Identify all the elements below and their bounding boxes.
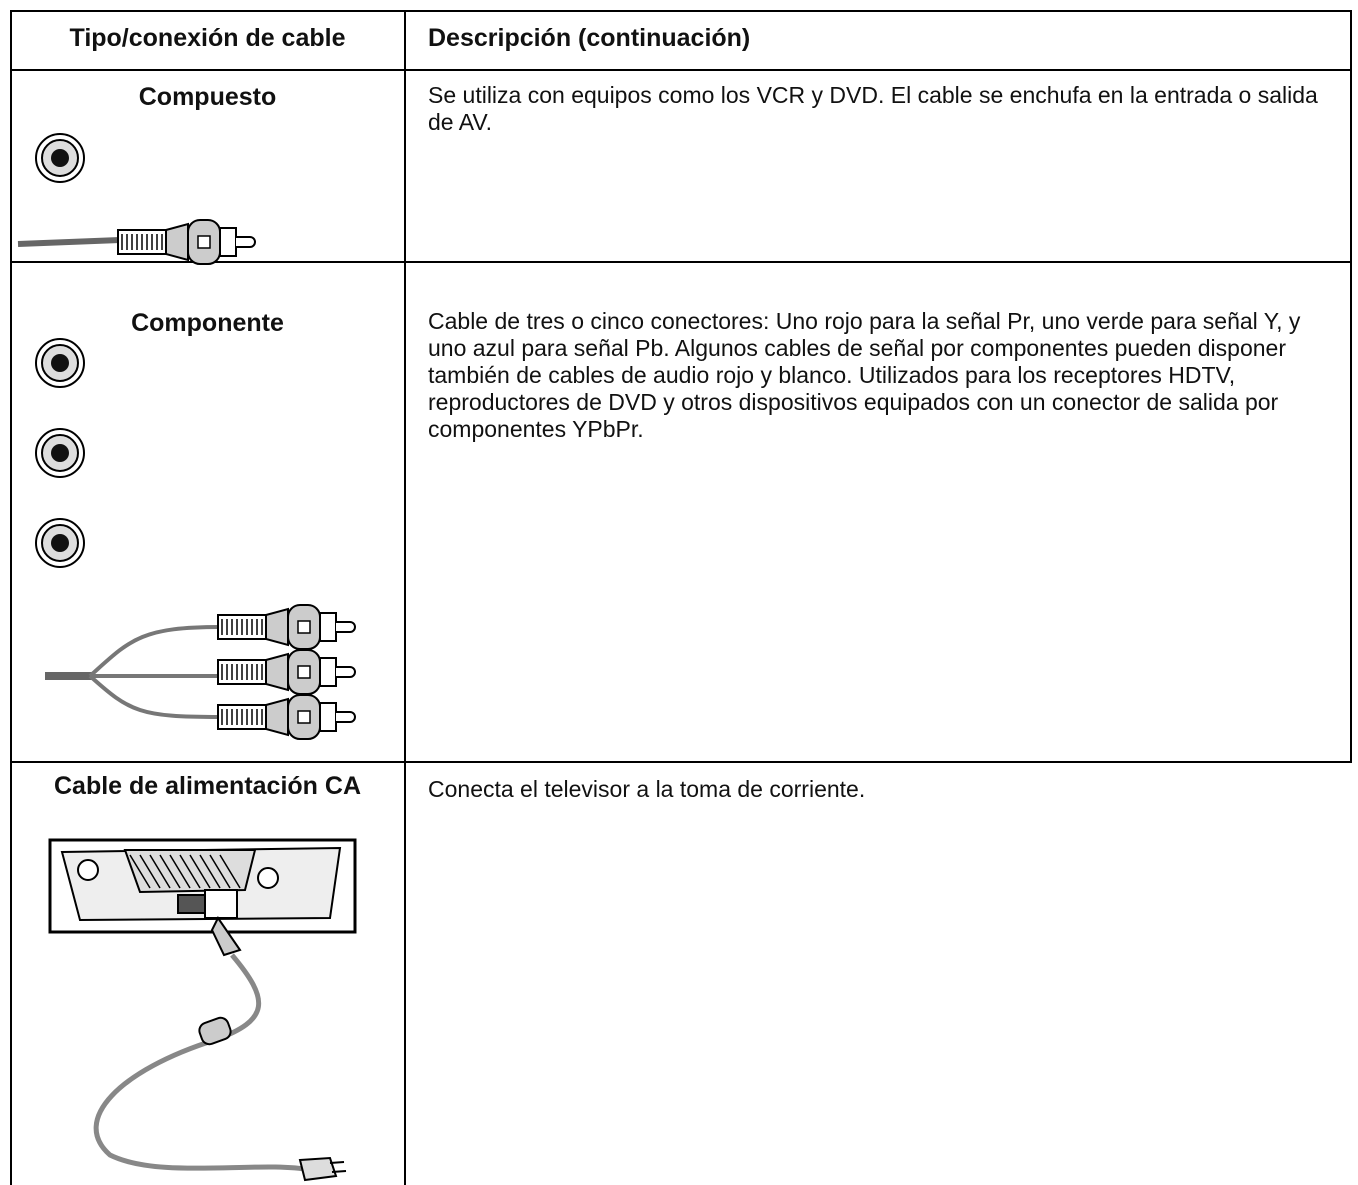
table-border — [1350, 10, 1352, 763]
component-illustration — [35, 338, 356, 740]
power-cable-illustration — [48, 838, 357, 1182]
cable-type: Compuesto — [138, 83, 277, 111]
cable-description: Cable de tres o cinco conectores: Uno ro… — [428, 308, 1301, 442]
table-border — [10, 10, 12, 1185]
composite-illustration — [17, 133, 256, 265]
cable-description: Conecta el televisor a la toma de corrie… — [428, 776, 866, 802]
row-divider — [10, 261, 1352, 263]
row-divider — [10, 69, 1352, 71]
row-divider — [10, 761, 1352, 763]
cable-description: Se utiliza con equipos como los VCR y DV… — [428, 82, 1318, 135]
header-cell: Descripción (continuación) — [428, 24, 751, 52]
header-cell: Tipo/conexión de cable — [69, 24, 346, 52]
table-border — [10, 10, 1352, 12]
column-divider — [404, 10, 406, 1185]
cable-type: Cable de alimentación CA — [53, 772, 362, 800]
cable-type: Componente — [131, 309, 284, 337]
